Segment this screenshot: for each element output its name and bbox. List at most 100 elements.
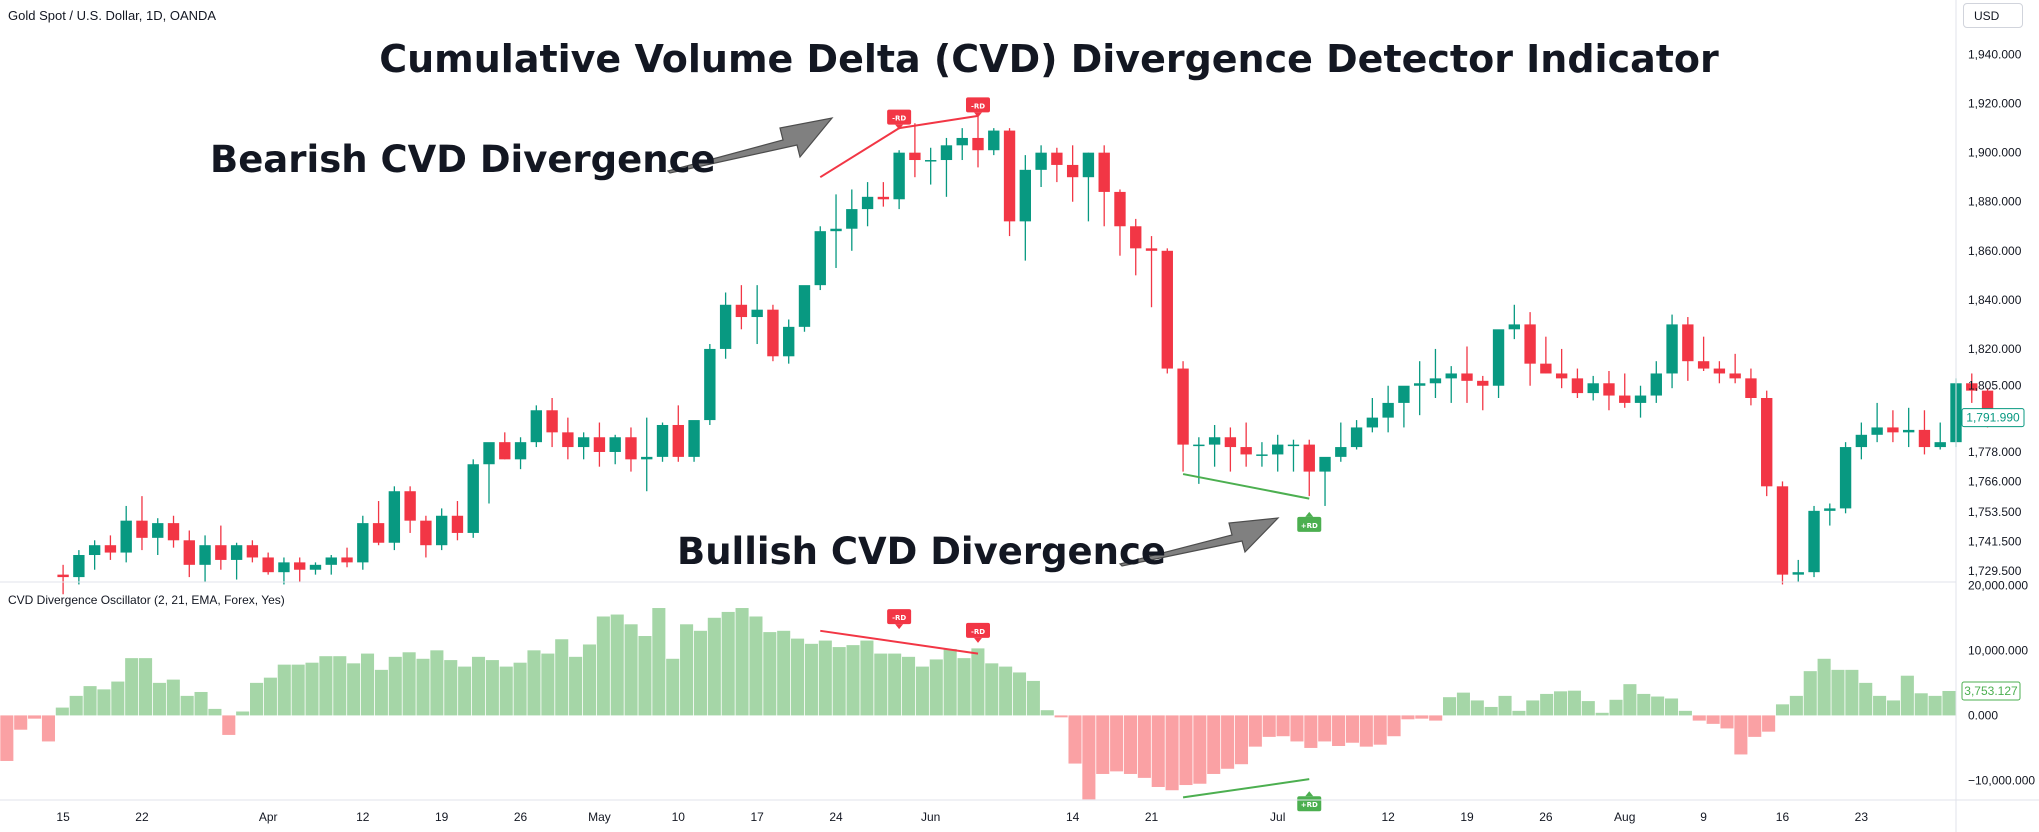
histogram-bar: [1540, 693, 1554, 716]
histogram-bar: [1720, 715, 1734, 729]
histogram-bar: [832, 647, 846, 716]
candle-body: [435, 515, 448, 546]
bearish-signal-label: -RD: [966, 97, 990, 118]
candle-body: [1272, 444, 1284, 455]
candle-body: [814, 231, 826, 286]
histogram-bar: [513, 662, 527, 716]
candle: [57, 564, 69, 595]
candle-body: [73, 555, 85, 578]
candle: [1902, 407, 1915, 448]
candle: [1619, 373, 1631, 408]
time-tick-label: 15: [56, 810, 70, 824]
candle: [893, 150, 905, 210]
candle-body: [1161, 250, 1173, 369]
histogram-bar: [444, 660, 458, 716]
candle: [1161, 248, 1173, 374]
candle: [1066, 145, 1079, 202]
histogram-bar: [1734, 715, 1748, 755]
candle-body: [1445, 373, 1457, 379]
currency-button[interactable]: USD: [1963, 3, 2023, 28]
candle: [1918, 410, 1931, 455]
candle-body: [215, 545, 227, 560]
candle-body: [530, 410, 543, 443]
candle: [1398, 385, 1410, 428]
candle-body: [656, 424, 669, 457]
histogram-bar: [763, 632, 777, 716]
histogram-bar: [1123, 715, 1138, 774]
histogram-bar: [139, 658, 153, 716]
histogram-bar: [1207, 715, 1221, 774]
candle: [1492, 329, 1505, 398]
candle: [924, 147, 937, 185]
candle: [1540, 336, 1552, 374]
candle-body: [294, 562, 306, 570]
histogram-bar: [902, 656, 916, 716]
candle-body: [167, 523, 180, 541]
time-tick-label: 21: [1145, 810, 1159, 824]
candle-body: [767, 309, 779, 357]
candle: [136, 496, 148, 551]
histogram-bar: [499, 666, 513, 716]
histogram-bar: [818, 640, 832, 716]
histogram-bar: [1054, 715, 1068, 718]
candle-body: [88, 545, 101, 556]
histogram-bar: [222, 715, 236, 735]
candle: [1051, 147, 1063, 183]
bearish-divergence-line: [898, 114, 979, 130]
histogram-bar: [1359, 715, 1373, 747]
histogram-bar: [1664, 698, 1679, 716]
candle: [73, 550, 85, 585]
histogram-bar: [1248, 715, 1262, 747]
candle-body: [1098, 152, 1110, 192]
candle-body: [1524, 324, 1536, 364]
candle-body: [1461, 373, 1473, 381]
price-tick-label: 1,820.000: [1968, 342, 2022, 356]
histogram-bar: [1595, 712, 1609, 716]
histogram-bar: [582, 644, 597, 716]
histogram-bar: [1526, 700, 1540, 716]
candle: [988, 128, 1000, 156]
histogram-bar: [777, 630, 791, 716]
candle: [183, 530, 195, 578]
candle: [1098, 145, 1110, 227]
histogram-bar: [1609, 699, 1623, 716]
candle-body: [120, 520, 132, 553]
candle-body: [514, 442, 527, 460]
candle-body: [1492, 329, 1505, 386]
price-axis[interactable]: 1,729.500 1,741.500 1,753.500 1,766.000 1,77…: [1961, 48, 2025, 578]
candle-body: [1398, 385, 1410, 403]
candle-body: [404, 491, 416, 521]
candle-body: [1319, 456, 1331, 472]
candle-body: [1051, 152, 1063, 165]
candle: [1745, 368, 1757, 406]
time-tick-label: 22: [135, 810, 149, 824]
candle: [1019, 155, 1032, 261]
time-tick-label: Aug: [1614, 810, 1635, 824]
histogram-bar: [1775, 704, 1790, 716]
time-axis[interactable]: 15 22 Apr 12 19 26 May 10 17 24 Jun 14 21 Jul 12 19 26 Au…: [56, 810, 1868, 824]
candle-body: [1413, 383, 1426, 386]
histogram-bar: [360, 653, 375, 716]
bearish-divergence-line: [819, 127, 900, 179]
histogram-bar: [1165, 715, 1179, 791]
histogram-bar: [1831, 669, 1845, 716]
histogram-bar: [693, 630, 707, 716]
histogram-bar: [943, 649, 957, 716]
candle: [940, 137, 953, 197]
candle-body: [1855, 434, 1868, 448]
candle-body: [593, 437, 606, 452]
histogram-bar: [69, 695, 83, 716]
chart-title: Cumulative Volume Delta (CVD) Divergence…: [379, 37, 1719, 81]
signal-pointer: [895, 624, 904, 630]
oscillator-axis[interactable]: 20,000.000 10,000.000 0.000 −10,000.000 3,75…: [1961, 578, 2035, 787]
histogram-bar: [1193, 715, 1207, 784]
last-value-label: 3,753.127: [1964, 684, 2018, 698]
candle: [467, 459, 479, 538]
candle: [325, 555, 337, 575]
candle: [1224, 427, 1237, 472]
candle: [1666, 314, 1678, 389]
histogram-bar: [152, 682, 166, 716]
candle-body: [609, 437, 621, 452]
candle: [1429, 348, 1442, 398]
candle-body: [467, 464, 479, 533]
